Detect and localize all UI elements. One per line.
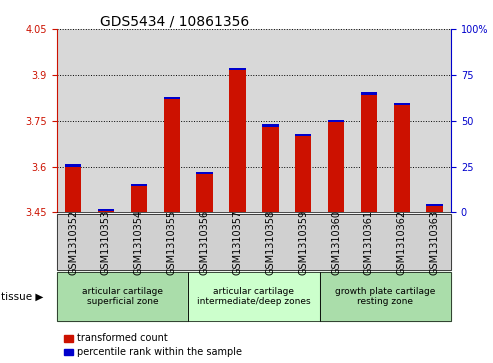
Text: GSM1310357: GSM1310357 bbox=[233, 210, 243, 275]
Bar bbox=[221, 29, 254, 212]
Bar bbox=[131, 184, 147, 186]
Bar bbox=[155, 29, 188, 212]
Bar bbox=[262, 127, 279, 212]
Text: GSM1310354: GSM1310354 bbox=[134, 210, 144, 275]
Bar bbox=[295, 134, 312, 136]
Bar bbox=[98, 211, 114, 212]
Text: GSM1310353: GSM1310353 bbox=[101, 210, 111, 275]
Bar bbox=[188, 29, 221, 212]
Bar bbox=[418, 29, 451, 212]
Bar bbox=[393, 103, 410, 105]
Text: GSM1310352: GSM1310352 bbox=[68, 210, 78, 275]
Text: articular cartilage
intermediate/deep zones: articular cartilage intermediate/deep zo… bbox=[197, 287, 311, 306]
Text: GSM1310356: GSM1310356 bbox=[200, 210, 210, 275]
Bar bbox=[196, 172, 213, 174]
Bar bbox=[295, 136, 312, 212]
Text: GSM1310355: GSM1310355 bbox=[167, 210, 176, 275]
Text: GSM1310359: GSM1310359 bbox=[298, 210, 308, 275]
Bar bbox=[229, 68, 246, 70]
Bar bbox=[90, 29, 122, 212]
Text: GSM1310361: GSM1310361 bbox=[364, 210, 374, 275]
Bar bbox=[196, 174, 213, 212]
Bar bbox=[328, 122, 344, 212]
Bar bbox=[57, 29, 90, 212]
Bar bbox=[131, 186, 147, 212]
Bar bbox=[65, 167, 81, 212]
Bar bbox=[361, 95, 377, 212]
Bar bbox=[328, 120, 344, 122]
Text: GSM1310360: GSM1310360 bbox=[331, 210, 341, 275]
Bar bbox=[164, 99, 180, 212]
Text: GSM1310362: GSM1310362 bbox=[397, 210, 407, 275]
Bar bbox=[386, 29, 418, 212]
Text: growth plate cartilage
resting zone: growth plate cartilage resting zone bbox=[335, 287, 435, 306]
Text: transformed count: transformed count bbox=[77, 333, 168, 343]
Bar bbox=[98, 209, 114, 211]
Bar bbox=[229, 70, 246, 212]
Bar bbox=[254, 29, 287, 212]
Bar bbox=[319, 29, 352, 212]
Text: GSM1310363: GSM1310363 bbox=[430, 210, 440, 275]
Bar bbox=[361, 92, 377, 95]
Text: tissue ▶: tissue ▶ bbox=[1, 292, 43, 302]
Bar bbox=[164, 97, 180, 99]
Text: articular cartilage
superficial zone: articular cartilage superficial zone bbox=[82, 287, 163, 306]
Bar bbox=[287, 29, 319, 212]
Bar bbox=[262, 125, 279, 127]
Bar bbox=[393, 105, 410, 212]
Bar bbox=[122, 29, 155, 212]
Bar bbox=[352, 29, 386, 212]
Text: GSM1310358: GSM1310358 bbox=[265, 210, 275, 275]
Text: percentile rank within the sample: percentile rank within the sample bbox=[77, 347, 242, 357]
Bar bbox=[65, 164, 81, 167]
Text: GDS5434 / 10861356: GDS5434 / 10861356 bbox=[101, 15, 249, 29]
Bar bbox=[426, 206, 443, 212]
Bar bbox=[426, 204, 443, 206]
